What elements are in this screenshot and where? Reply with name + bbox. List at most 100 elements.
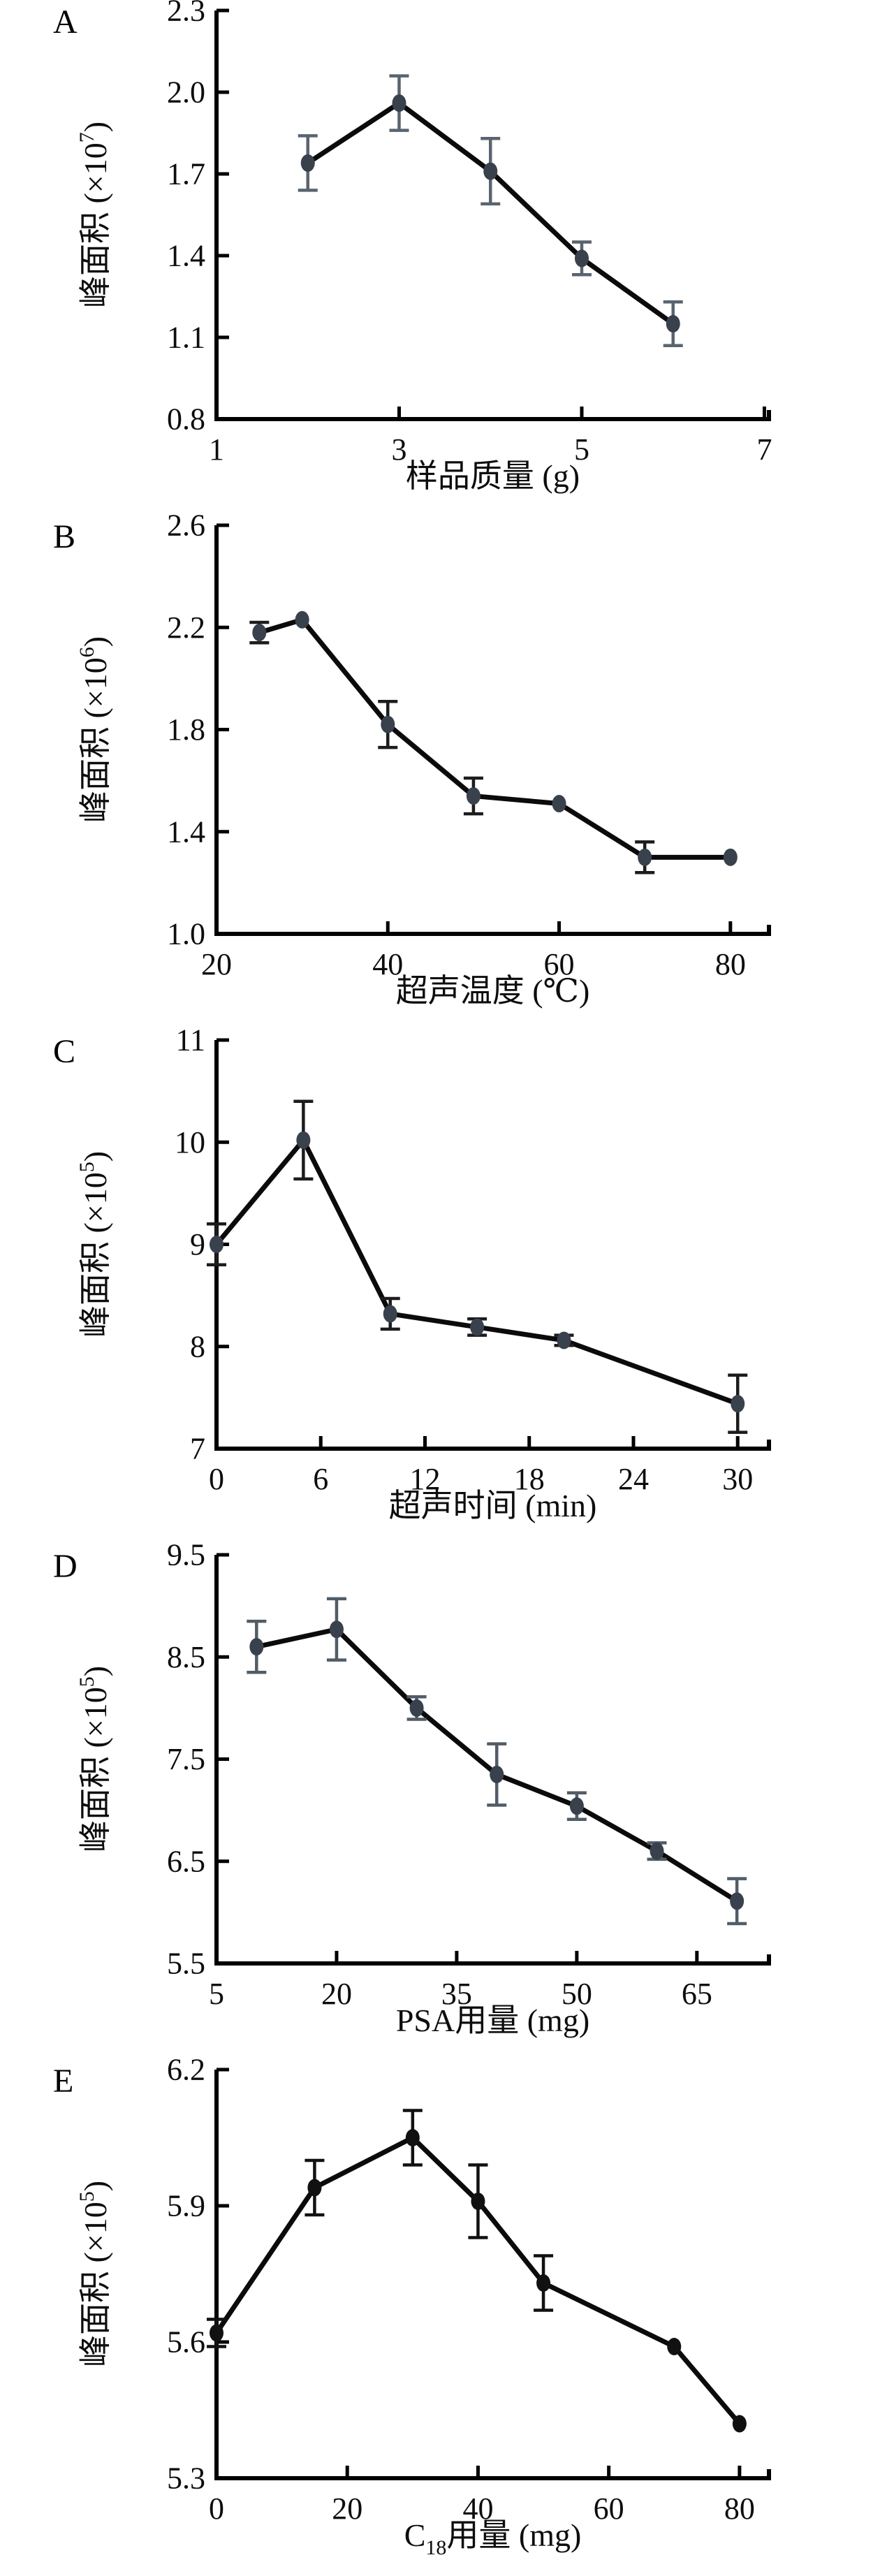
x-tick-label: 0	[209, 2491, 224, 2526]
x-axis-title: 样品质量 (g)	[406, 458, 580, 494]
x-tick-label: 12	[409, 1462, 440, 1496]
series-line	[214, 1137, 739, 1406]
data-point-marker	[307, 2179, 322, 2197]
chart-e-canvas: 5.3 5.6 5.9 6.2 0 20 40 60 80 C18用量 (mg) 峰面积 (×105…	[75, 2059, 771, 2559]
chart-a-canvas: 0.8 1.1 1.4 1.7 2.0 2.3 1 3 5 7 样品质量 (g) 峰面积 (×107)	[75, 0, 772, 494]
y-tick-label: 1.4	[167, 239, 205, 273]
x-tick-label: 0	[209, 1462, 224, 1496]
data-point-marker	[295, 610, 309, 629]
y-tick-label: 1.7	[167, 157, 205, 191]
chart-c-canvas: 7 8 9 10 11 0 6 12 18 24 30 超声时间 (min) 峰面积 (×105)	[75, 1030, 771, 1523]
x-tick-label: 80	[715, 947, 746, 981]
series-line	[306, 101, 675, 326]
panel-e: E 5.3 5.6 5.9 6.2 0 20 40 60 80 C18用量 (mg) 峰面积 (×1…	[0, 2059, 880, 2574]
data-point-marker	[300, 154, 315, 172]
data-point-marker	[732, 2415, 747, 2433]
x-tick-label: 5	[574, 432, 589, 467]
y-tick-label: 5.5	[167, 1947, 205, 1981]
data-point-marker	[392, 94, 406, 112]
data-point-marker	[329, 1620, 344, 1639]
data-point-marker	[723, 848, 738, 866]
data-point-marker	[210, 2324, 223, 2342]
y-tick-label: 9	[190, 1227, 205, 1261]
data-point-marker	[409, 1699, 424, 1717]
data-point-marker	[650, 1842, 664, 1860]
y-tick-label: 9.5	[167, 1544, 205, 1572]
y-tick-label: 5.9	[167, 2189, 205, 2223]
x-tick-label: 40	[372, 947, 403, 981]
y-tick-label: 8.5	[167, 1640, 205, 1674]
x-tick-label: 40	[462, 2491, 493, 2526]
y-tick-label: 1.4	[167, 814, 205, 849]
x-tick-label: 50	[562, 1977, 592, 2011]
y-tick-label: 2.3	[167, 0, 205, 28]
data-point-marker	[210, 1236, 223, 1253]
x-axis-title: C18用量 (mg)	[404, 2517, 582, 2559]
x-tick-label: 20	[332, 2491, 362, 2526]
x-tick-label: 1	[209, 432, 224, 467]
x-tick-label: 30	[722, 1462, 753, 1496]
x-tick-label: 60	[594, 2491, 624, 2526]
y-axis-title: 峰面积 (×105)	[75, 2181, 113, 2367]
x-tick-label: 5	[209, 1977, 224, 2011]
data-point-marker	[666, 315, 680, 332]
data-point-marker	[483, 162, 498, 180]
y-tick-label: 1.8	[167, 712, 205, 747]
data-point-marker	[249, 1638, 264, 1656]
y-axis-title: 峰面积 (×105)	[75, 1666, 113, 1852]
data-point-marker	[536, 2274, 551, 2292]
axes-frame	[214, 2070, 771, 2480]
y-tick-label: 7	[190, 1432, 205, 1466]
x-axis-title: 超声时间 (min)	[389, 1488, 597, 1523]
data-point-marker	[471, 2193, 485, 2210]
panel-letter-a: A	[53, 3, 78, 41]
y-tick-label: 5.6	[167, 2325, 205, 2359]
panel-letter-b: B	[53, 518, 76, 555]
x-axis-title: 超声温度 (℃)	[396, 973, 590, 1009]
x-tick-label: 20	[201, 947, 232, 981]
x-tick-label: 60	[544, 947, 575, 981]
data-point-marker	[557, 1331, 571, 1349]
data-point-marker	[381, 715, 395, 733]
y-tick-label: 2.6	[167, 515, 205, 543]
y-tick-label: 10	[175, 1125, 205, 1159]
data-point-marker	[638, 848, 652, 866]
data-point-marker	[730, 1892, 745, 1910]
x-tick-label: 35	[441, 1977, 472, 2011]
data-point-marker	[405, 2129, 420, 2146]
y-tick-label: 7.5	[167, 1742, 205, 1776]
axes-frame	[214, 525, 771, 936]
chart-d-canvas: 5.5 6.5 7.5 8.5 9.5 5 20 35 50 65 PSA用量 (mg) 峰面积 (×…	[75, 1544, 771, 2038]
x-tick-label: 24	[618, 1462, 649, 1496]
data-point-marker	[466, 787, 481, 805]
panel-a: A 0.8 1.1 1.4 1.7 2.0 2.3 1 3 5 7 样品质量 (g) 峰面积 (×10…	[0, 0, 880, 515]
series-line	[258, 617, 731, 860]
panel-b: B 1.0 1.4 1.8 2.2 2.6 20 40 60 80 超声温度 (℃) 峰面积 (×1…	[0, 515, 880, 1030]
y-tick-label: 1.1	[167, 321, 205, 355]
data-point-marker	[296, 1131, 311, 1149]
y-tick-label: 2.2	[167, 610, 205, 645]
axes-frame	[214, 1555, 771, 1966]
x-tick-label: 18	[514, 1462, 545, 1496]
x-tick-label: 65	[682, 1977, 712, 2011]
y-tick-label: 6.2	[167, 2059, 205, 2087]
data-point-marker	[667, 2338, 682, 2355]
panel-d: D 5.5 6.5 7.5 8.5 9.5 5 20 35 50 65 PSA用量 (mg) 峰面积 …	[0, 1544, 880, 2059]
y-tick-label: 11	[176, 1030, 205, 1058]
data-point-marker	[470, 1318, 485, 1336]
y-tick-label: 6.5	[167, 1844, 205, 1878]
y-tick-label: 1.0	[167, 917, 205, 951]
x-axis-title: PSA用量 (mg)	[396, 2003, 589, 2038]
panel-letter-e: E	[53, 2063, 74, 2100]
data-point-marker	[552, 795, 566, 813]
y-tick-label: 0.8	[167, 402, 205, 437]
x-tick-label: 80	[724, 2491, 755, 2526]
data-point-marker	[383, 1305, 397, 1323]
x-tick-label: 20	[321, 1977, 352, 2011]
data-point-marker	[574, 249, 589, 268]
y-tick-label: 2.0	[167, 75, 205, 110]
y-axis-title: 峰面积 (×106)	[75, 636, 113, 823]
panel-c: C 7 8 9 10 11 0 6 12 18 24 30 超声时间 (min) 峰面积 (×105)	[0, 1030, 880, 1544]
y-axis-title: 峰面积 (×105)	[75, 1151, 113, 1338]
y-axis-title: 峰面积 (×107)	[75, 122, 113, 308]
